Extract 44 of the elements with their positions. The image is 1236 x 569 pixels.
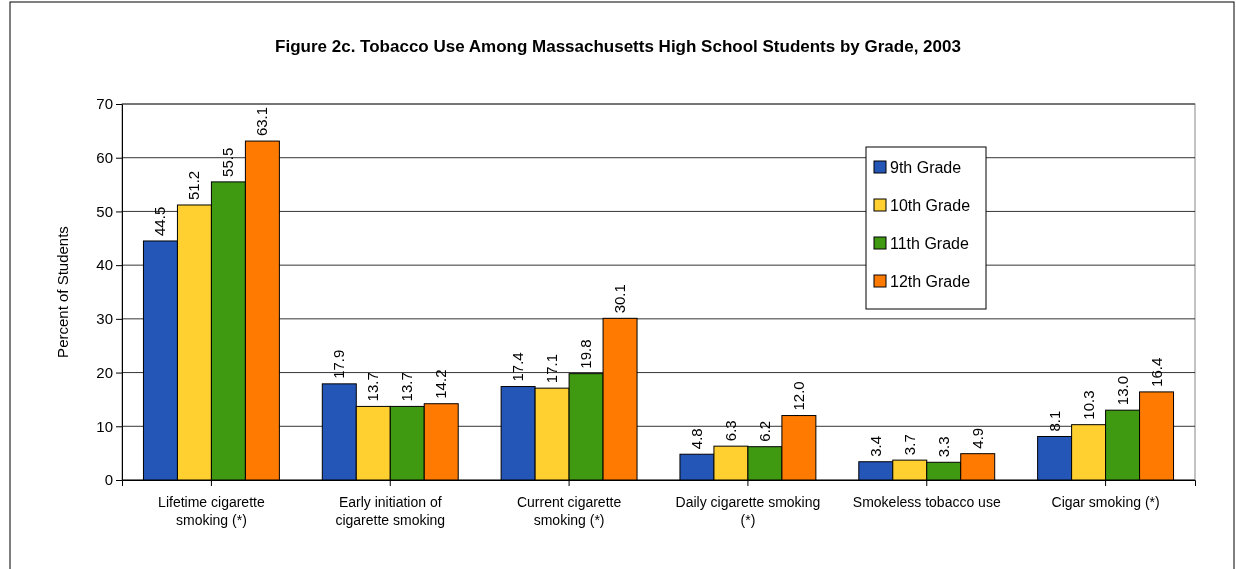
data-label: 13.7 <box>364 372 382 402</box>
data-label: 17.9 <box>330 349 348 379</box>
x-tick-label: Early initiation of cigarette smoking <box>335 494 446 528</box>
data-label: 63.1 <box>253 106 271 137</box>
y-tick-label: 20 <box>96 363 113 381</box>
x-tick-label: Lifetime cigarette smoking (*) <box>158 494 265 528</box>
data-label: 16.4 <box>1147 357 1165 387</box>
data-label: 44.5 <box>151 206 169 236</box>
data-label: 17.4 <box>509 352 527 382</box>
data-label: 19.8 <box>577 339 595 369</box>
y-axis-title: Percent of Students <box>54 226 71 358</box>
y-tick-label: 30 <box>96 310 113 328</box>
x-tick-label: Daily cigarette smoking (*) <box>675 494 821 528</box>
legend-label: 10th Grade <box>890 197 971 214</box>
x-tick-label: Smokeless tobacco use <box>852 494 1001 511</box>
data-label: 17.1 <box>543 353 561 384</box>
data-label: 3.4 <box>866 435 884 457</box>
x-tick-label: Current cigarette smoking (*) <box>516 494 622 528</box>
data-label: 3.3 <box>934 436 952 458</box>
legend-label: 9th Grade <box>890 159 962 176</box>
data-label: 8.1 <box>1045 410 1063 432</box>
y-tick-label: 10 <box>96 417 113 435</box>
data-label: 13.0 <box>1113 375 1131 406</box>
data-label: 13.7 <box>398 372 416 402</box>
y-tick-label: 70 <box>96 95 113 113</box>
data-label: 51.2 <box>185 170 203 200</box>
data-label: 4.9 <box>968 427 986 449</box>
y-tick-label: 60 <box>96 149 113 167</box>
data-label: 6.2 <box>755 420 773 442</box>
data-label: 30.1 <box>611 284 629 314</box>
legend-label: 12th Grade <box>890 273 971 290</box>
y-tick-label: 50 <box>96 202 113 220</box>
legend-label: 11th Grade <box>890 235 969 252</box>
data-label: 14.2 <box>432 369 450 399</box>
y-tick-label: 0 <box>104 471 113 489</box>
data-label: 6.3 <box>721 420 739 442</box>
data-label: 10.3 <box>1079 390 1097 420</box>
chart-title: Figure 2c. Tobacco Use Among Massachusetts High School Students by Grade, 2003 <box>275 37 961 56</box>
data-label: 55.5 <box>219 147 237 177</box>
data-label: 4.8 <box>687 428 705 450</box>
y-tick-label: 40 <box>96 256 113 274</box>
x-tick-label: Cigar smoking (*) <box>1051 494 1160 511</box>
data-label: 12.0 <box>789 381 807 411</box>
data-label: 3.7 <box>900 434 918 456</box>
